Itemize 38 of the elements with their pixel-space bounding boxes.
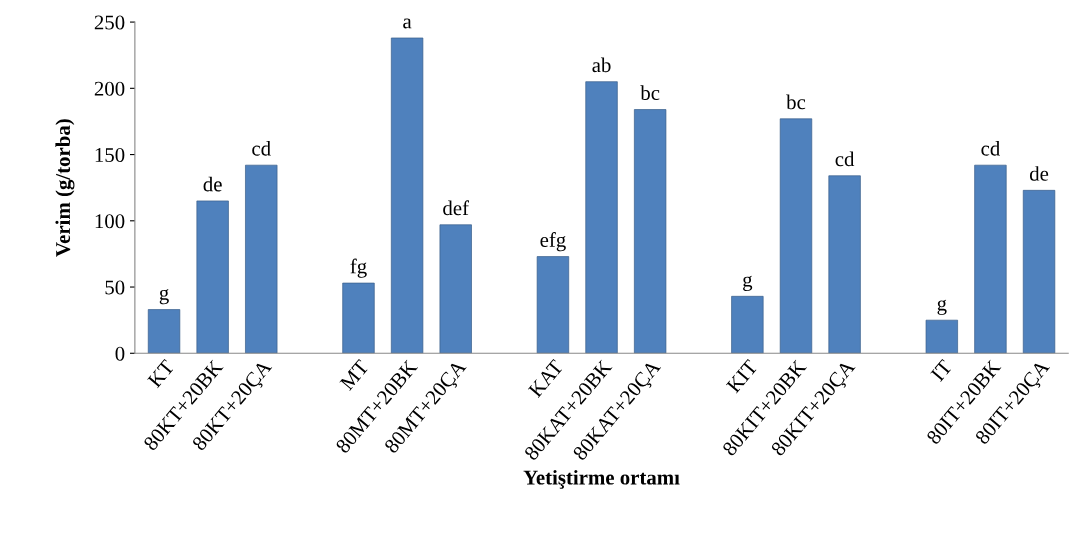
bar	[196, 200, 229, 354]
bar	[245, 164, 278, 354]
bar	[147, 309, 181, 354]
bar	[439, 224, 472, 354]
y-axis-title: Verim (g/torba)	[55, 119, 75, 257]
bar	[585, 81, 618, 354]
y-tick-label: 0	[115, 346, 125, 361]
data-label: ab	[592, 57, 611, 73]
y-tick-label: 200	[94, 81, 125, 96]
data-label: efg	[540, 232, 566, 252]
y-tick-label: 150	[95, 147, 125, 162]
data-label: g	[937, 299, 947, 315]
data-label: bc	[640, 85, 660, 100]
y-tick-label: 250	[94, 15, 125, 30]
bar	[974, 164, 1007, 354]
data-label: g	[743, 275, 753, 292]
bar	[634, 109, 667, 354]
bar	[536, 256, 570, 354]
data-label: cd	[835, 151, 855, 167]
data-label: fg	[350, 258, 367, 278]
bar	[342, 282, 375, 354]
data-label: g	[159, 289, 169, 305]
y-tick-label: 50	[105, 280, 125, 295]
bar	[779, 118, 813, 354]
data-label: bc	[786, 94, 806, 110]
data-label: def	[443, 200, 470, 216]
data-label: a	[403, 18, 412, 29]
bar	[731, 295, 764, 354]
data-label: de	[203, 176, 222, 192]
x-axis-title: Yetiştirme ortamı	[523, 469, 680, 489]
data-label: cd	[252, 140, 271, 156]
data-label: de	[1029, 166, 1049, 181]
bar	[1022, 189, 1056, 354]
bar	[828, 175, 861, 354]
y-tick-label: 100	[95, 214, 125, 229]
bar	[925, 319, 958, 354]
data-label: cd	[981, 140, 1001, 156]
bar	[390, 37, 424, 354]
